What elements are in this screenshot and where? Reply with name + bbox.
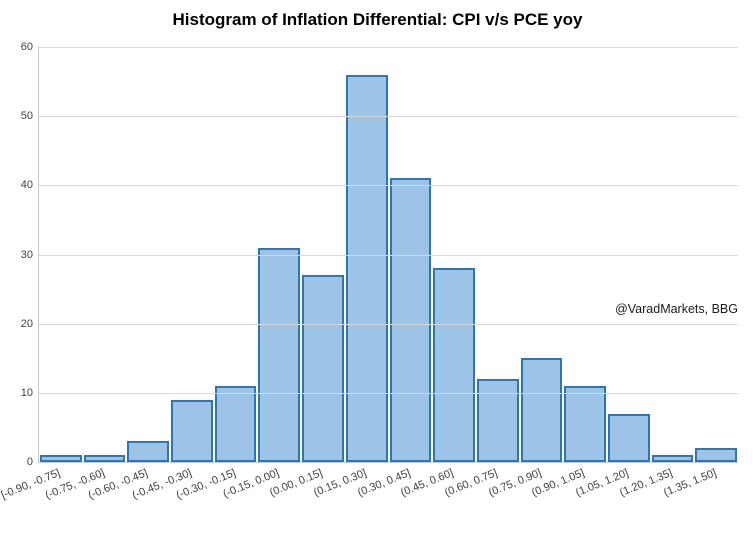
- gridline: [39, 254, 738, 256]
- y-tick-label: 30: [20, 248, 33, 261]
- histogram-bar: [651, 455, 694, 462]
- histogram-bar: [302, 275, 344, 462]
- y-tick-label: 20: [20, 317, 33, 330]
- histogram-bar: [520, 358, 563, 462]
- y-tick-label: 10: [20, 386, 33, 399]
- gridline: [39, 47, 738, 48]
- histogram-bar: [607, 413, 650, 462]
- histogram-bar: [83, 455, 126, 462]
- y-tick-label: 50: [20, 110, 33, 123]
- y-tick-label: 60: [20, 41, 33, 53]
- histogram-bar: [564, 385, 606, 462]
- y-tick-label: 0: [26, 456, 33, 468]
- plot-area: [38, 47, 738, 463]
- histogram-bar: [695, 448, 737, 462]
- histogram-bar: [345, 74, 388, 462]
- gridline: [39, 392, 738, 394]
- histogram-bar: [389, 178, 432, 462]
- histogram-bar: [40, 455, 82, 462]
- histogram-bar: [258, 247, 301, 462]
- y-tick-label: 40: [20, 179, 33, 192]
- gridline: [39, 185, 738, 187]
- histogram-bar: [171, 399, 213, 462]
- histogram-bar: [476, 379, 519, 462]
- histogram-bar: [127, 441, 170, 462]
- histogram-bar: [433, 268, 475, 462]
- chart-title: Histogram of Inflation Differential: CPI…: [172, 10, 583, 29]
- gridline: [39, 116, 738, 118]
- gridline: [39, 323, 738, 325]
- histogram-bar: [214, 385, 257, 462]
- source-annotation: @VaradMarkets, BBG: [615, 302, 738, 316]
